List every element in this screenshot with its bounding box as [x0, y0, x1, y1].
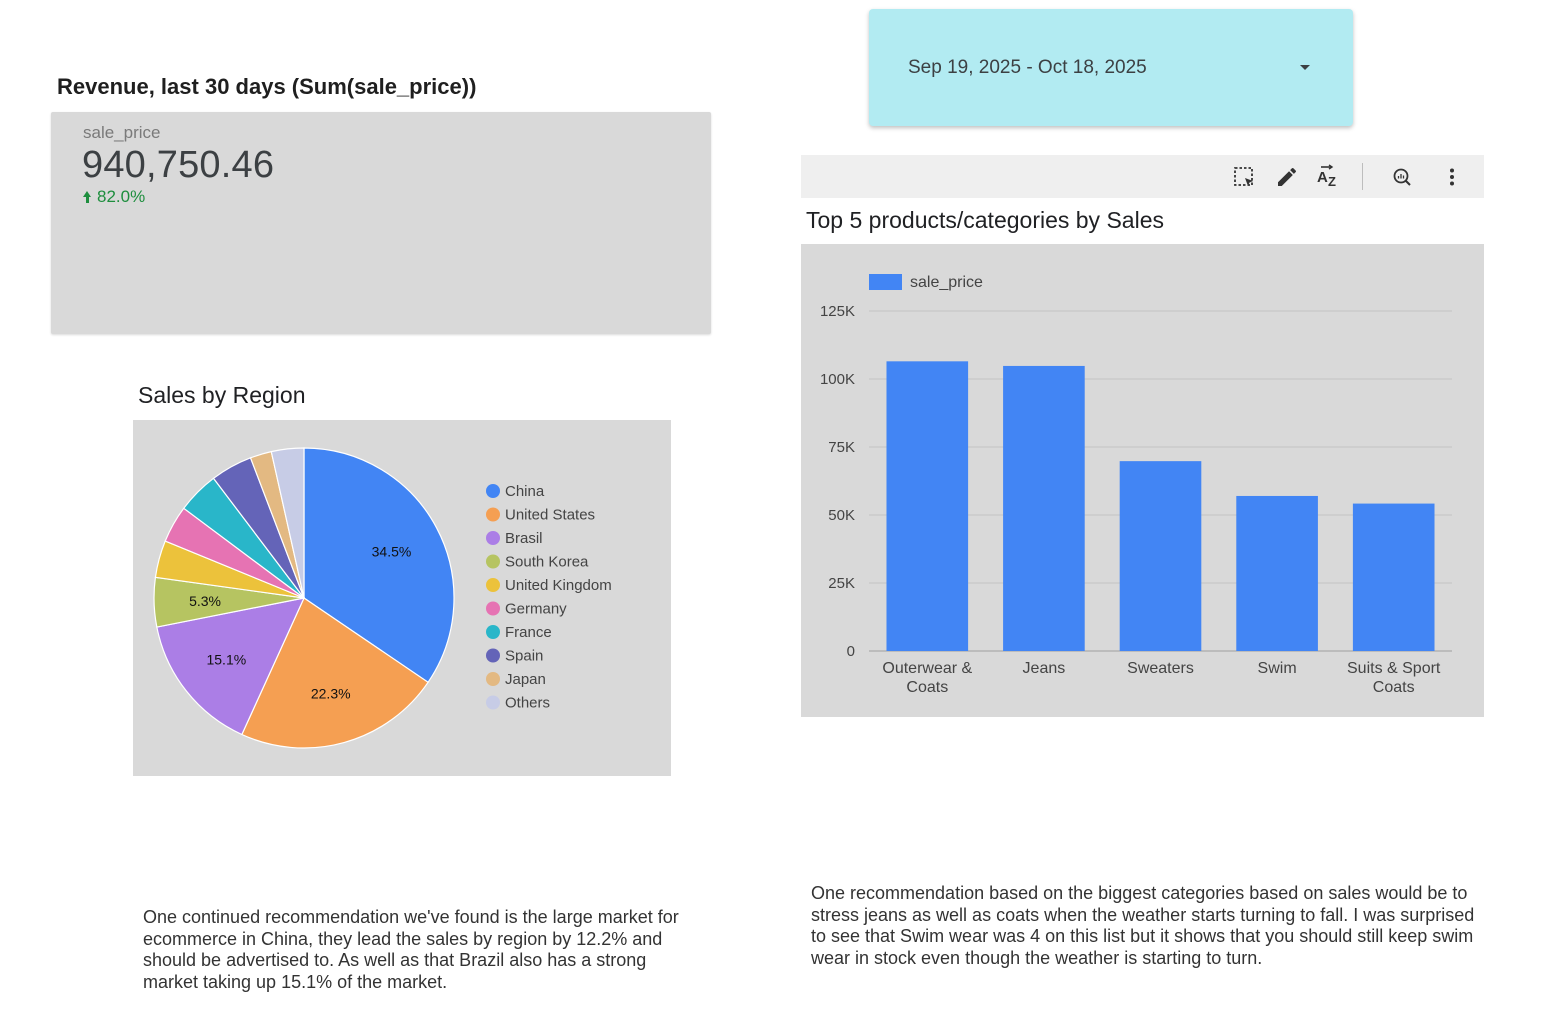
sort-az-icon[interactable]: A Z: [1314, 162, 1344, 192]
scorecard-metric-label: sale_price: [83, 123, 161, 142]
chart-toolbar: A Z: [801, 155, 1484, 198]
legend-label: China: [505, 483, 545, 500]
pie-data-label: 22.3%: [311, 685, 351, 701]
explore-zoom-icon[interactable]: [1387, 162, 1417, 192]
scorecard-delta: 82.0%: [83, 187, 145, 207]
pie-data-label: 34.5%: [372, 544, 412, 560]
pie-chart-svg: 34.5% 22.3% 15.1% 5.3% China United States Br…: [153, 447, 612, 749]
legend-dot: [486, 625, 500, 639]
pie-slice[interactable]: [241, 597, 429, 749]
x-tick-label: Suits & Sport: [1347, 660, 1441, 677]
legend-label: France: [505, 624, 552, 641]
bar[interactable]: [886, 361, 969, 651]
revenue-scorecard[interactable]: sale_price 940,750.46 82.0%: [51, 112, 711, 334]
legend-dot: [486, 554, 500, 569]
legend-dot: [486, 578, 500, 592]
legend-label: Brasil: [505, 530, 543, 547]
pie-data-label: 15.1%: [206, 651, 246, 667]
legend-dot: [486, 601, 500, 616]
legend-label: South Korea: [505, 554, 589, 571]
bar-chart-title: Top 5 products/categories by Sales: [806, 207, 1164, 233]
y-tick-label: 125K: [820, 303, 855, 320]
x-tick-label: Outerwear &: [882, 660, 972, 677]
toolbar-divider: [1362, 163, 1363, 190]
bar-chart-svg: 0 25K 50K 75K 100K 125K Outerwear & Coats Jeans…: [820, 274, 1452, 696]
legend-label: United Kingdom: [505, 577, 612, 594]
bar[interactable]: [1003, 365, 1085, 651]
x-tick-label: Swim: [1258, 660, 1297, 677]
legend-label: United States: [505, 507, 595, 524]
bar[interactable]: [1352, 503, 1435, 651]
y-tick-label: 75K: [828, 439, 855, 456]
y-tick-label: 100K: [820, 371, 855, 388]
bar[interactable]: [1119, 461, 1202, 651]
legend-dot: [486, 531, 500, 545]
pie-data-label: 5.3%: [189, 593, 221, 609]
pie-slice[interactable]: [303, 447, 455, 684]
x-tick-label: Jeans: [1023, 660, 1066, 677]
y-tick-label: 0: [847, 643, 855, 660]
legend-dot: [486, 507, 500, 522]
y-tick-label: 50K: [828, 507, 855, 524]
bar[interactable]: [1236, 495, 1318, 651]
pie-chart-title: Sales by Region: [138, 382, 306, 408]
legend-label: sale_price: [910, 274, 983, 291]
x-tick-label: Coats: [906, 679, 948, 696]
legend-dot: [486, 672, 500, 686]
date-range-picker[interactable]: Sep 19, 2025 - Oct 18, 2025: [869, 9, 1353, 126]
svg-text:Z: Z: [1328, 174, 1336, 189]
up-arrow-icon: [83, 191, 92, 203]
legend-label: Japan: [505, 671, 546, 688]
caret-down-icon[interactable]: [1300, 65, 1310, 70]
scorecard-title: Revenue, last 30 days (Sum(sale_price)): [57, 74, 477, 99]
legend-swatch: [869, 274, 902, 290]
legend-dot: [486, 695, 500, 710]
legend-dot: [486, 648, 500, 663]
y-tick-label: 25K: [828, 575, 855, 592]
sales-by-region-pie-chart[interactable]: 34.5% 22.3% 15.1% 5.3% China United States Br…: [133, 420, 671, 776]
pie-slice[interactable]: [156, 597, 306, 736]
more-vert-icon[interactable]: [1437, 162, 1467, 192]
edit-pencil-icon[interactable]: [1272, 162, 1302, 192]
date-range-label: Sep 19, 2025 - Oct 18, 2025: [908, 57, 1147, 78]
region-recommendation-note: One continued recommendation we've found…: [143, 907, 679, 992]
select-region-icon[interactable]: [1229, 162, 1259, 192]
top-products-bar-chart[interactable]: 0 25K 50K 75K 100K 125K Outerwear & Coats Jeans…: [801, 244, 1484, 717]
scorecard-delta-value: 82.0%: [97, 187, 146, 206]
legend-dot: [486, 484, 500, 498]
legend-label: Spain: [505, 648, 543, 665]
svg-text:A: A: [1317, 169, 1328, 186]
x-tick-label: Coats: [1373, 679, 1415, 696]
pie-slice[interactable]: [270, 447, 305, 599]
legend-label: Germany: [505, 601, 567, 618]
category-recommendation-note: One recommendation based on the biggest …: [811, 883, 1475, 968]
x-tick-label: Sweaters: [1127, 660, 1194, 677]
legend-label: Others: [505, 695, 550, 712]
scorecard-value: 940,750.46: [82, 144, 275, 186]
